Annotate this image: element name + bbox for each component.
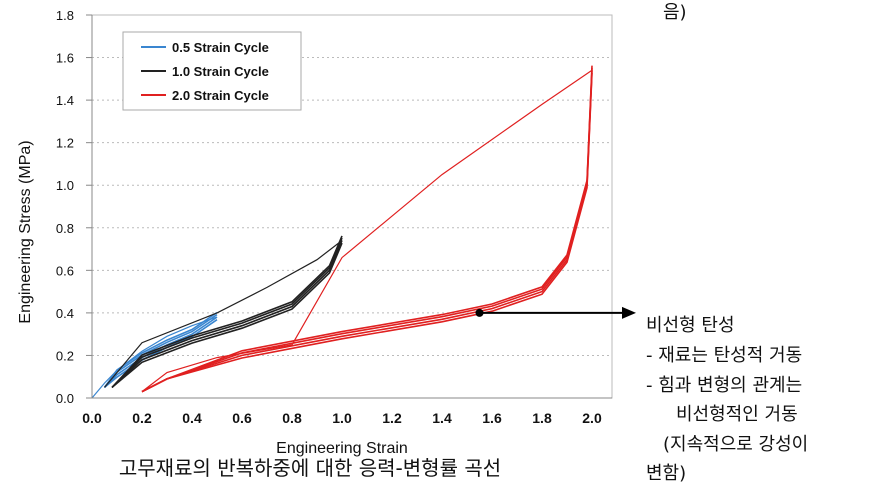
x-tick-label: 0.0 (82, 410, 102, 426)
x-tick-label: 0.8 (282, 410, 302, 426)
annotation-line-5: (지속적으로 강성이 (663, 434, 809, 455)
y-tick-label: 1.6 (56, 51, 74, 66)
annotation-line-1: 비선형 탄성 (646, 315, 735, 336)
series-loading-curve (141, 69, 593, 393)
y-tick-label: 0.4 (56, 306, 74, 321)
series-unloading-curve (103, 316, 218, 388)
annotation-line-2: - 재료는 탄성적 거동 (646, 345, 803, 366)
curves (91, 65, 593, 399)
x-tick-label: 1.8 (532, 410, 552, 426)
x-tick-label: 2.0 (582, 410, 602, 426)
series-2 (104, 235, 343, 389)
x-tick-label: 0.2 (132, 410, 152, 426)
series-3 (141, 65, 593, 393)
series-unloading-curve (111, 242, 343, 389)
x-tick-label: 1.4 (432, 410, 452, 426)
annotation-arrow (475, 306, 636, 319)
x-tick-label: 1.0 (332, 410, 352, 426)
annotation-line-6: 변함) (646, 463, 687, 484)
legend-label: 1.0 Strain Cycle (172, 64, 269, 79)
y-tick-label: 0.2 (56, 348, 74, 363)
x-axis-label: Engineering Strain (276, 440, 408, 457)
axes (91, 15, 612, 399)
legend: 0.5 Strain Cycle 1.0 Strain Cycle 2.0 Stra… (122, 31, 302, 111)
annotation-line-4: 비선형적인 거동 (676, 404, 798, 425)
series-loading-curve (91, 316, 218, 399)
x-tick-label: 0.6 (232, 410, 252, 426)
x-tick-label: 0.4 (182, 410, 202, 426)
series-unloading-curve (111, 237, 343, 388)
y-tick-label: 1.2 (56, 136, 74, 151)
series-unloading-curve (141, 72, 593, 393)
y-tick-label: 1.0 (56, 178, 74, 193)
y-tick-label: 0.0 (56, 391, 74, 406)
y-tick-label: 0.6 (56, 263, 74, 278)
annotation-top-fragment: 음) (663, 2, 687, 23)
x-tick-label: 1.2 (382, 410, 402, 426)
legend-label: 2.0 Strain Cycle (172, 88, 269, 103)
x-tick-labels: 0.0 0.2 0.4 0.6 0.8 1.0 1.2 1.4 1.6 1.8 2.0 (82, 410, 602, 426)
y-tick-labels: 0.0 0.2 0.4 0.6 0.8 1.0 1.2 1.4 1.6 1.8 (56, 8, 92, 406)
y-tick-label: 0.8 (56, 221, 74, 236)
series-unloading-curve (141, 65, 593, 393)
annotation-line-3: - 힘과 변형의 관계는 (646, 375, 803, 396)
legend-label: 0.5 Strain Cycle (172, 40, 269, 55)
y-axis-label: Engineering Stress (MPa) (17, 140, 34, 323)
y-tick-label: 1.8 (56, 8, 74, 23)
series-unloading-curve (103, 311, 218, 388)
series-loading-curve (104, 240, 343, 388)
y-tick-label: 1.4 (56, 93, 74, 108)
x-tick-label: 1.6 (482, 410, 502, 426)
figure-caption: 고무재료의 반복하중에 대한 응력-변형률 곡선 (118, 456, 502, 480)
series-unloading-curve (111, 235, 343, 388)
annotation-arrow-head (622, 306, 636, 319)
series-unloading-curve (111, 240, 343, 388)
